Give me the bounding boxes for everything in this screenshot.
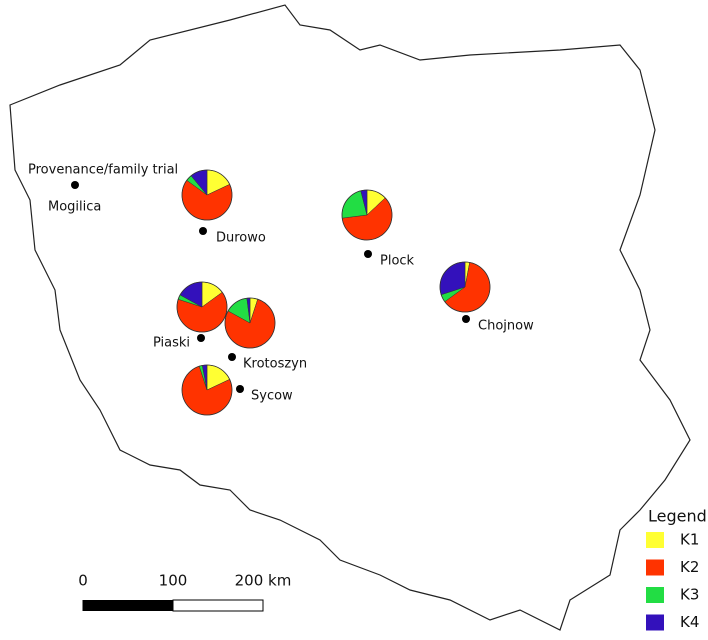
site-dot [364,250,372,258]
legend-label: K1 [680,531,699,549]
pie-outline [176,281,228,333]
scale-label: 100 [159,572,188,590]
legend-swatch [646,559,664,576]
legend-label: K3 [680,586,699,604]
site-label: Plock [380,254,415,269]
site-dot [199,227,207,235]
legend-swatch [646,587,664,603]
pie-outline [181,169,233,221]
site-dot [197,334,205,342]
site-dot [462,315,470,323]
site-label: Chojnow [478,319,534,334]
site-label: Piaski [153,336,190,351]
site-label: Krotoszyn [243,357,307,372]
country-outline [9,4,691,631]
pie-outline [341,189,393,241]
site-label: Durowo [216,231,266,246]
site-label: Mogilica [48,200,101,215]
site-dot [71,181,79,189]
legend-swatch [646,532,664,548]
trial-label: Provenance/family trial [28,163,178,178]
scale-label: 200 km [235,572,292,590]
scale-label: 0 [78,572,88,590]
site-dot [228,353,236,361]
site-dot [236,385,244,393]
scale-bar-white [172,599,264,612]
pie-outline [181,364,233,416]
pie-outline [224,297,276,349]
legend-label: K4 [680,613,699,631]
legend-swatch [646,614,664,631]
pie-outline [439,261,491,313]
scale-bar-black [83,600,173,611]
legend-title: Legend [648,507,707,526]
site-label: Sycow [251,389,293,404]
legend-label: K2 [680,558,699,576]
